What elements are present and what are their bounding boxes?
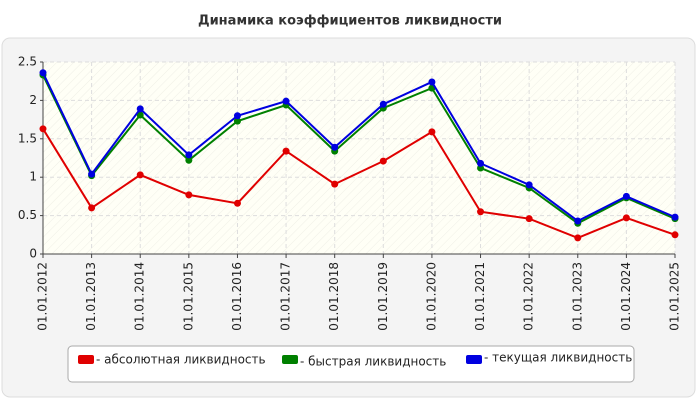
point — [574, 234, 582, 242]
y-tick-label: 0.5 — [18, 208, 37, 222]
point — [39, 69, 47, 77]
point — [379, 100, 387, 108]
x-tick-label: 01.01.2016 — [230, 262, 244, 331]
x-tick-label: 01.01.2024 — [619, 262, 633, 331]
point — [331, 143, 339, 151]
x-tick-label: 01.01.2012 — [36, 262, 50, 331]
y-tick-label: 2.5 — [18, 55, 37, 69]
x-tick-label: 01.01.2023 — [570, 262, 584, 331]
y-tick-label: 1 — [29, 170, 37, 184]
x-tick-label: 01.01.2013 — [84, 262, 98, 331]
series-line — [42, 72, 676, 223]
x-tick-label: 01.01.2022 — [522, 262, 536, 331]
y-tick-label: 1.5 — [18, 131, 37, 145]
legend-label: - абсолютная ликвидность — [96, 353, 266, 367]
x-tick-label: 01.01.2017 — [279, 262, 293, 331]
point — [671, 231, 679, 239]
point — [622, 192, 630, 200]
point — [233, 199, 241, 207]
series-line — [42, 128, 676, 239]
chart-title: Динамика коэффициентов ликвидности — [198, 14, 502, 29]
point — [525, 181, 533, 189]
point — [622, 214, 630, 222]
point — [136, 171, 144, 179]
legend-label: - текущая ликвидность — [484, 351, 632, 365]
point — [233, 117, 241, 125]
x-tick-label: 01.01.2020 — [424, 262, 438, 331]
point — [136, 111, 144, 119]
point — [671, 213, 679, 221]
x-tick-label: 01.01.2018 — [327, 262, 341, 331]
point — [185, 156, 193, 164]
x-tick-label: 01.01.2015 — [181, 262, 195, 331]
legend-swatch — [282, 355, 298, 364]
x-tick-label: 01.01.2025 — [668, 262, 682, 331]
point — [477, 159, 485, 167]
point — [428, 128, 436, 136]
legend — [67, 345, 635, 383]
x-tick-label: 01.01.2014 — [133, 262, 147, 331]
point — [574, 217, 582, 225]
point — [477, 208, 485, 216]
x-tick-label: 01.01.2021 — [473, 262, 487, 331]
point — [282, 97, 290, 105]
point — [39, 125, 47, 133]
point — [88, 170, 96, 178]
point — [185, 191, 193, 199]
y-tick-label: 2 — [29, 93, 37, 107]
legend-swatch — [78, 355, 94, 364]
point — [525, 215, 533, 223]
point — [428, 78, 436, 86]
y-tick-label: 0 — [29, 247, 37, 261]
legend-swatch — [466, 355, 482, 364]
point — [379, 157, 387, 165]
x-tick-label: 01.01.2019 — [376, 262, 390, 331]
point — [88, 204, 96, 212]
series-line — [42, 74, 676, 225]
plot-area — [43, 62, 675, 254]
legend-label: - быстрая ликвидность — [300, 355, 446, 369]
point — [185, 151, 193, 159]
point — [233, 112, 241, 120]
point — [282, 147, 290, 155]
point — [331, 180, 339, 188]
point — [136, 105, 144, 113]
